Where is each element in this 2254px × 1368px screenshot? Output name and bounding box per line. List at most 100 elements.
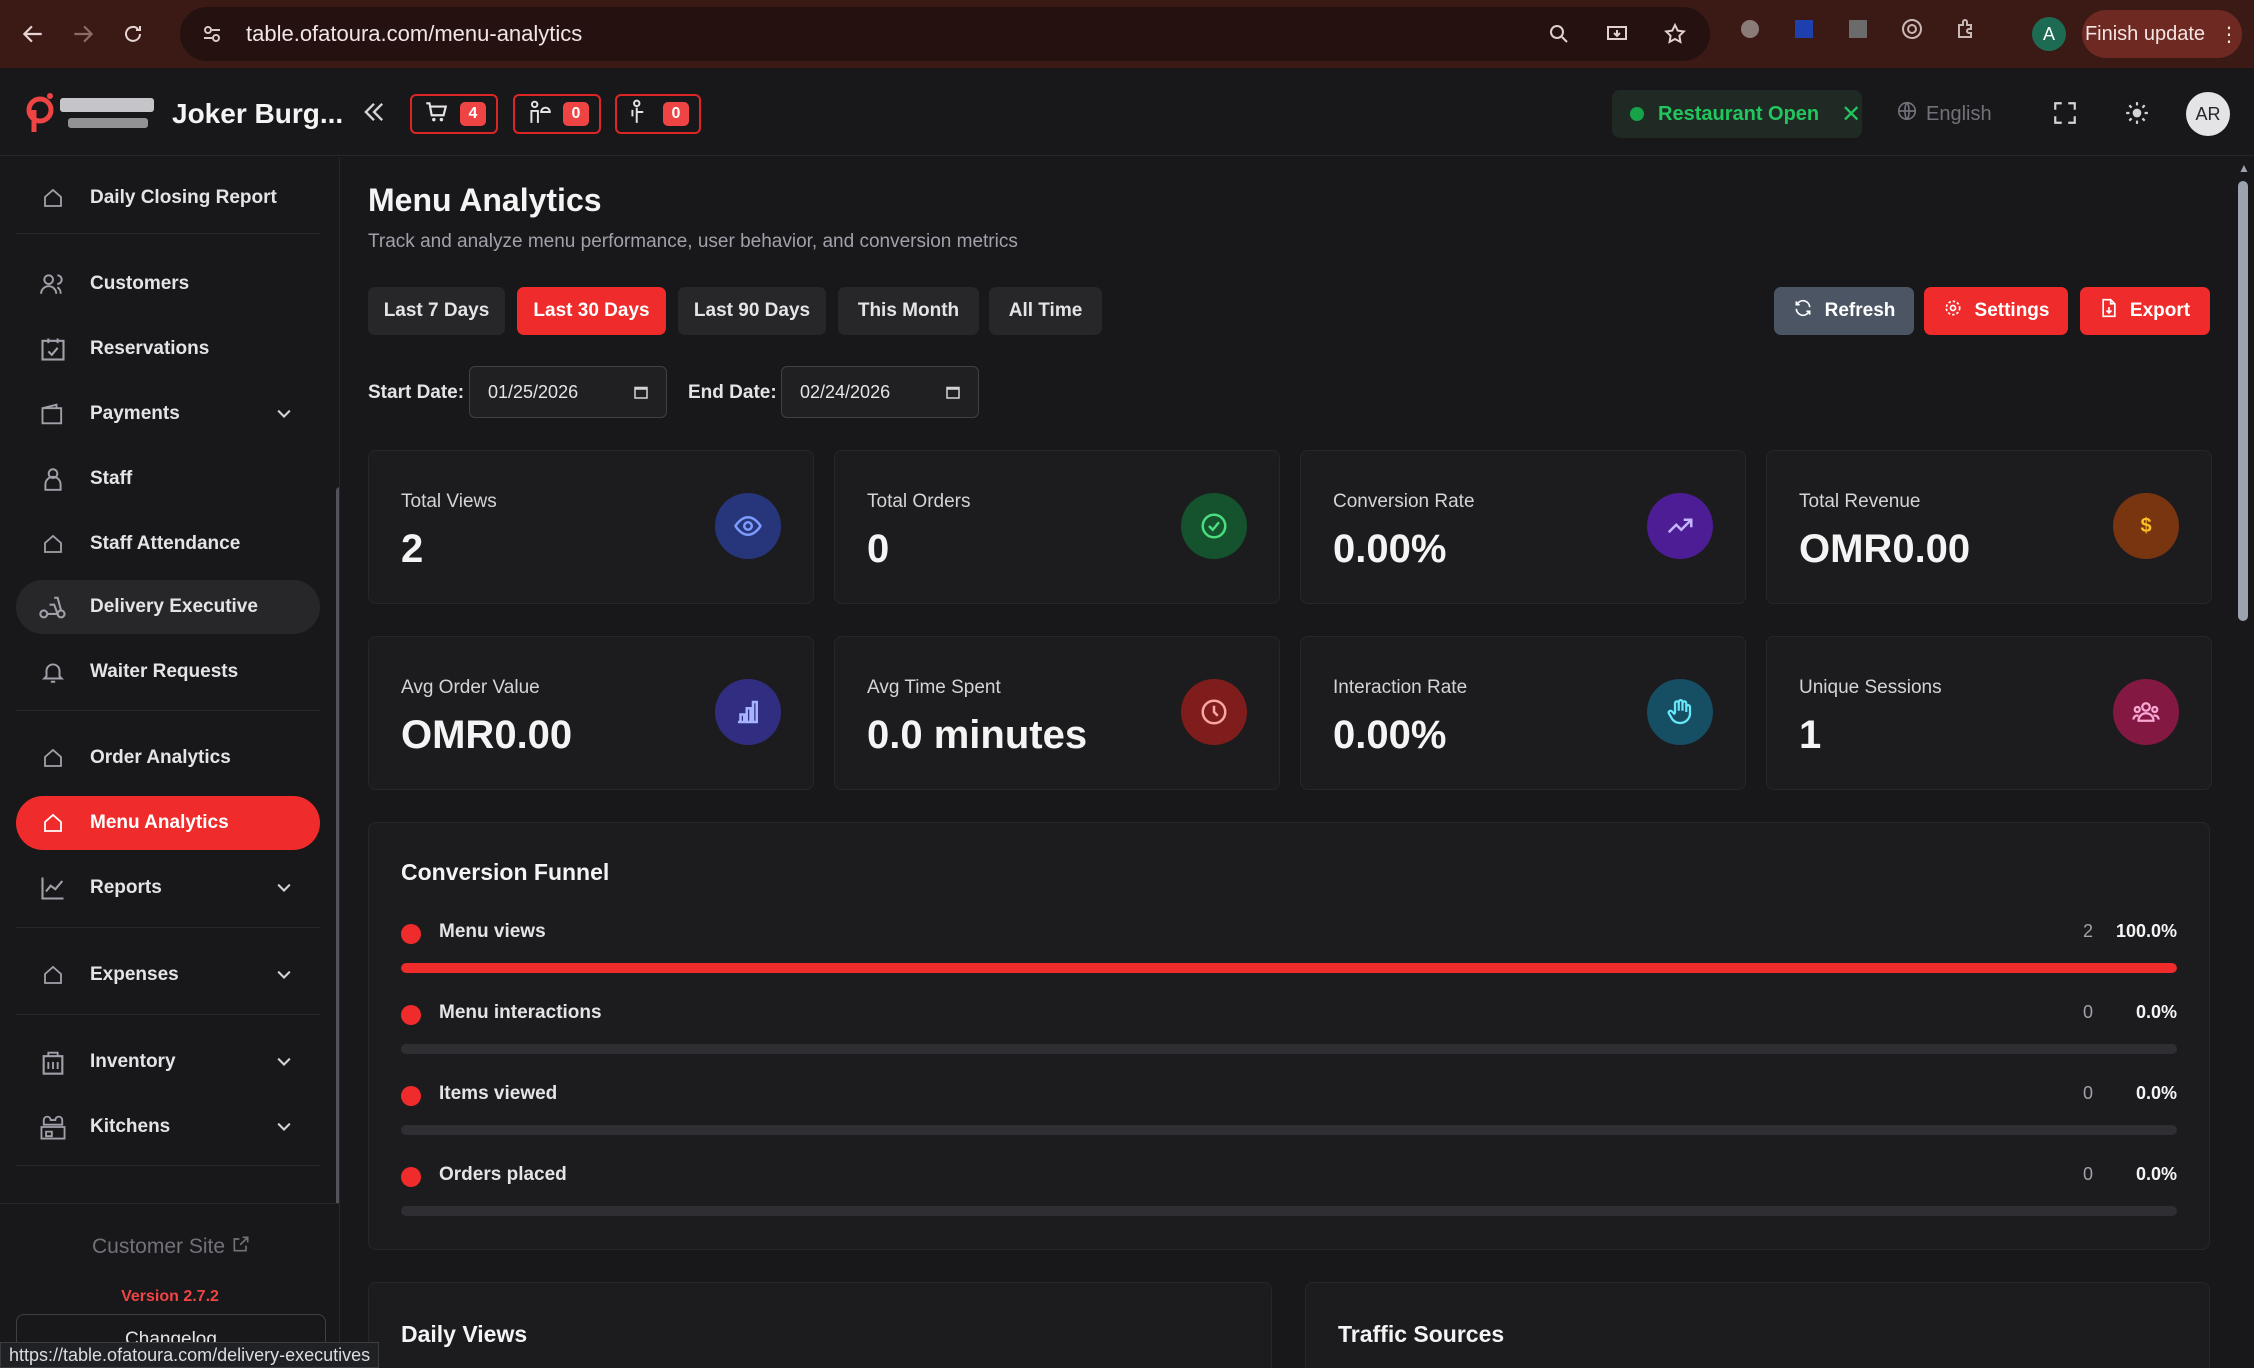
stat-label: Conversion Rate [1333,491,1475,512]
sidebar-item-customers[interactable]: Customers [16,257,320,311]
clock-icon [1181,679,1247,745]
staff-icon [38,464,68,494]
home-icon [38,183,68,213]
restaurant-name[interactable]: Joker Burg... [172,98,344,129]
stat-label: Unique Sessions [1799,677,1942,698]
finish-update-label: Finish update [2084,22,2206,45]
extension-target-icon[interactable] [1897,14,1927,44]
finish-update-button[interactable]: Finish update ⋮ [2082,10,2242,58]
range-last-90-days-button[interactable]: Last 90 Days [678,287,826,335]
sidebar-item-reports[interactable]: Reports [16,861,320,915]
language-selector[interactable]: English [1896,100,1992,128]
funnel-dot [401,1167,421,1187]
stat-label: Avg Time Spent [867,677,1001,698]
url-text[interactable]: table.ofatoura.com/menu-analytics [246,21,583,46]
funnel-progress-bar [401,1206,2177,1216]
sidebar-item-daily-closing-report[interactable]: Daily Closing Report [16,171,320,225]
sidebar-item-payments[interactable]: Payments [16,387,320,441]
status-dot [1630,107,1644,121]
sidebar-item-waiter-requests[interactable]: Waiter Requests [16,645,320,699]
stat-value: OMR0.00 [1799,527,1971,571]
range-this-month-button[interactable]: This Month [838,287,979,335]
sidebar-item-staff-attendance[interactable]: Staff Attendance [16,517,320,571]
extensions-puzzle-icon[interactable] [1951,14,1981,44]
sidebar-divider [16,1165,320,1166]
funnel-dot [401,1086,421,1106]
ofatoura-logo [24,88,159,138]
stat-value: 1 [1799,713,1822,757]
sidebar-scrollbar[interactable] [336,487,339,1207]
stat-card-avg-order-value: Avg Order Value OMR0.00 [368,636,814,790]
sidebar-item-label: Staff Attendance [90,533,241,554]
customers-icon [38,269,68,299]
address-bar[interactable]: table.ofatoura.com/menu-analytics [180,7,1710,61]
sidebar-item-expenses[interactable]: Expenses [16,948,320,1002]
main-scrollbar-thumb[interactable] [2238,181,2248,621]
sidebar-item-inventory[interactable]: Inventory [16,1035,320,1089]
forward-icon[interactable] [58,9,108,59]
delivery-requests-button[interactable]: 0 [615,94,701,134]
sidebar-item-label: Reservations [90,338,210,359]
stat-card-total-views: Total Views 2 [368,450,814,604]
sidebar-item-order-analytics[interactable]: Order Analytics [16,731,320,785]
main-scrollbar[interactable]: ▲ [2234,157,2254,1368]
funnel-label: Orders placed [439,1164,567,1185]
sidebar-item-delivery-executive[interactable]: Delivery Executive [16,580,320,634]
delivery-person-icon [627,99,653,130]
stat-value: 0.0 minutes [867,713,1088,757]
customer-site-link[interactable]: Customer Site [92,1234,251,1260]
zoom-icon[interactable] [1544,19,1574,49]
range-last-7-days-button[interactable]: Last 7 Days [368,287,505,335]
collapse-sidebar-icon[interactable] [354,92,394,132]
range-all-time-button[interactable]: All Time [989,287,1102,335]
funnel-percent: 100.0% [2115,921,2177,941]
fullscreen-icon[interactable] [2048,96,2082,130]
stat-card-avg-time-spent: Avg Time Spent 0.0 minutes [834,636,1280,790]
export-button[interactable]: Export [2080,287,2210,335]
start-date-value: 01/25/2026 [488,381,579,402]
site-settings-icon[interactable] [196,18,228,50]
install-app-icon[interactable] [1602,19,1632,49]
cart-icon [422,99,450,130]
extension-c-icon[interactable] [1843,14,1873,44]
sidebar-item-menu-analytics[interactable]: Menu Analytics [16,796,320,850]
start-date-input[interactable]: 01/25/2026 [469,366,667,418]
home-icon [38,808,68,838]
waiter-count-badge: 0 [563,102,589,126]
language-label: English [1926,102,1992,125]
extension-circle-icon[interactable] [1735,14,1765,44]
back-icon[interactable] [8,9,58,59]
range-last-30-days-button[interactable]: Last 30 Days [517,287,666,335]
extension-html-icon[interactable] [1789,14,1819,44]
reload-icon[interactable] [108,9,158,59]
funnel-percent: 0.0% [2135,1083,2177,1103]
restaurant-status-pill[interactable]: Restaurant Open ✕ [1612,90,1862,138]
close-restaurant-icon[interactable]: ✕ [1841,100,1862,128]
settings-button[interactable]: Settings [1924,287,2068,335]
sidebar-item-reservations[interactable]: Reservations [16,322,320,376]
daily-views-panel: Daily Views [368,1282,1272,1368]
home-icon [38,529,68,559]
end-date-input[interactable]: 02/24/2026 [781,366,979,418]
scroll-up-arrow-icon[interactable]: ▲ [2238,161,2250,175]
cart-orders-button[interactable]: 4 [410,94,498,134]
hand-icon [1647,679,1713,745]
stat-value: 0.00% [1333,713,1447,757]
bookmark-star-icon[interactable] [1660,19,1690,49]
waiter-requests-button[interactable]: 0 [513,94,601,134]
bell-icon [38,657,68,687]
dollar-icon: $ [2113,493,2179,559]
theme-sun-icon[interactable] [2120,96,2154,130]
sidebar-item-kitchens[interactable]: Kitchens [16,1100,320,1154]
wallet-icon [38,399,68,429]
external-link-icon [231,1234,251,1260]
home-icon [38,743,68,773]
sidebar-item-staff[interactable]: Staff [16,452,320,506]
profile-avatar[interactable]: A [2032,17,2066,51]
refresh-button[interactable]: Refresh [1774,287,1914,335]
stat-label: Avg Order Value [401,677,540,698]
calendar-icon[interactable] [944,383,962,406]
sidebar-item-label: Expenses [90,964,179,985]
calendar-icon[interactable] [632,383,650,406]
user-avatar[interactable]: AR [2186,92,2230,136]
